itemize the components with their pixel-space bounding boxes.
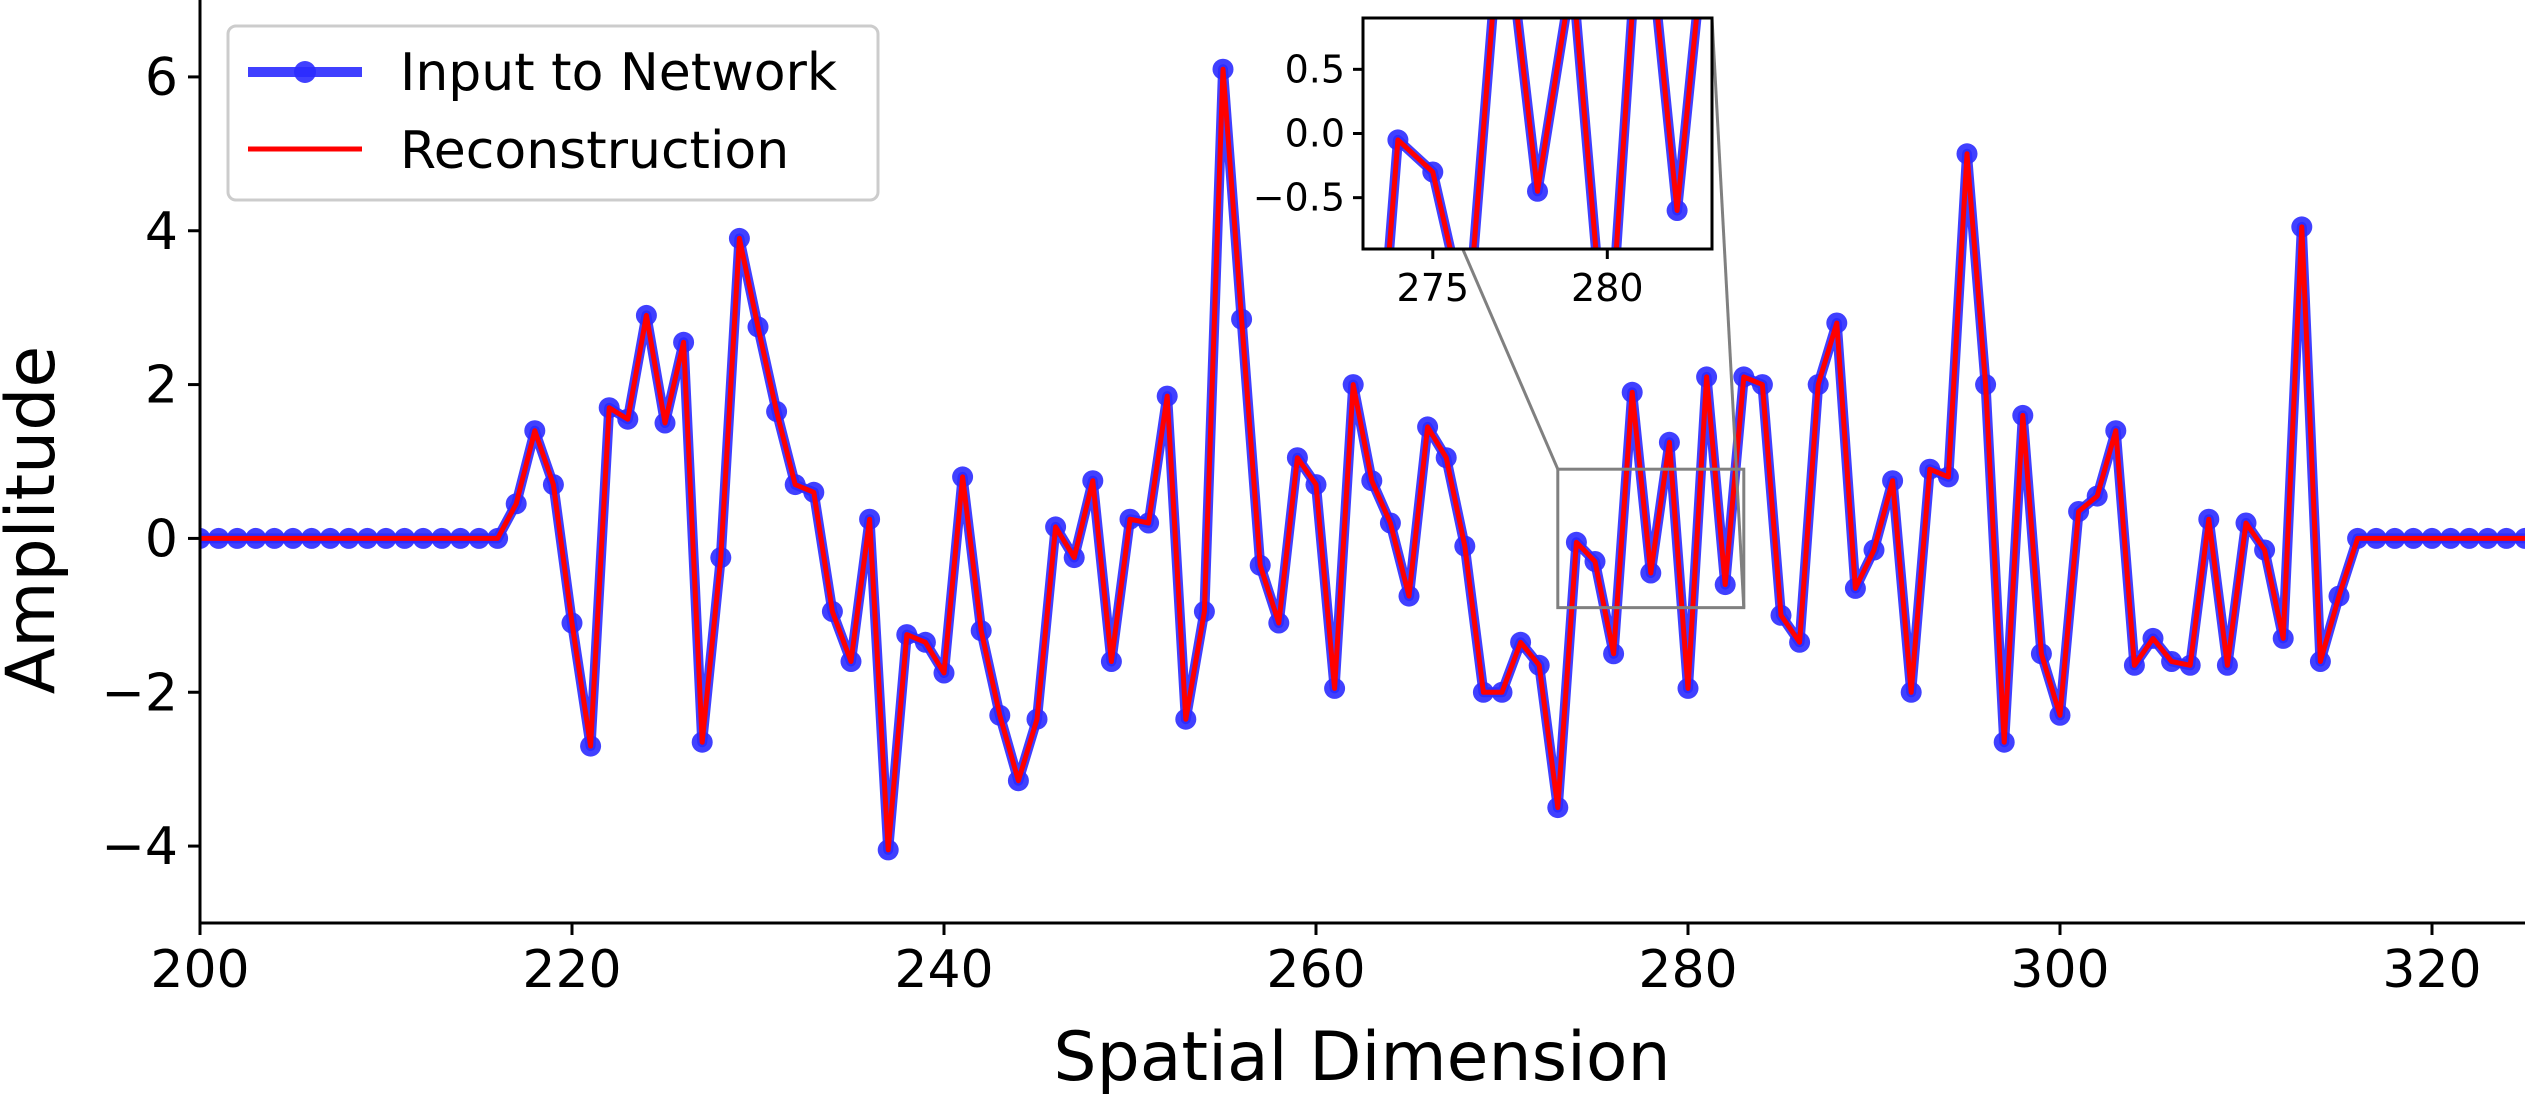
y-tick-label: 6 — [145, 48, 178, 108]
y-tick-label: 0 — [145, 509, 178, 569]
x-tick-label: 260 — [1266, 940, 1365, 1000]
tick-layer: 200 220 240 260 280 300 320 −4 −2 0 2 4 6 — [101, 48, 2481, 1000]
x-tick-label: 280 — [1638, 940, 1737, 1000]
legend-label-input: Input to Network — [400, 43, 837, 103]
y-tick-label: −2 — [101, 663, 178, 723]
inset-zoom-plot: 275 280 0.5 0.0 −0.5 — [1253, 16, 1714, 593]
axes-layer — [198, 0, 2525, 925]
inset-y-tick-label: 0.0 — [1285, 112, 1345, 156]
zoom-region-box — [1556, 467, 1746, 610]
x-tick-label: 300 — [2010, 940, 2109, 1000]
inset-input-marker — [1318, 335, 1339, 356]
inset-x-tick-label: 280 — [1571, 266, 1644, 310]
x-tick-label: 200 — [150, 940, 249, 1000]
x-tick-label: 320 — [2382, 940, 2481, 1000]
legend: Input to Network Reconstruction — [226, 24, 880, 202]
inset-x-tick-label: 275 — [1397, 266, 1470, 310]
inset-input-marker — [1597, 373, 1618, 394]
y-tick-label: 4 — [145, 202, 178, 262]
inset-series-layer — [1318, 18, 1702, 593]
legend-marker-input — [294, 61, 316, 83]
legend-frame — [226, 24, 880, 202]
y-axis-title: Amplitude — [0, 346, 71, 694]
x-tick-label: 220 — [522, 940, 621, 1000]
inset-input-marker — [1457, 316, 1478, 337]
main-series-layer — [200, 58, 2525, 861]
inset-background — [1363, 18, 1712, 249]
legend-label-reconstruction: Reconstruction — [400, 121, 789, 181]
inset-y-tick-label: −0.5 — [1253, 176, 1345, 220]
x-axis-title: Spatial Dimension — [1053, 1018, 1670, 1095]
zoom-connector-right — [1710, 17, 1746, 608]
inset-input-marker — [1353, 572, 1374, 593]
x-tick-label: 240 — [894, 940, 993, 1000]
y-tick-label: 2 — [145, 356, 178, 416]
inset-tick-layer: 275 280 0.5 0.0 −0.5 — [1253, 47, 1644, 310]
inset-y-tick-label: 0.5 — [1285, 47, 1345, 91]
y-tick-label: −4 — [101, 817, 178, 877]
series-reconstruction-line — [200, 66, 2525, 853]
